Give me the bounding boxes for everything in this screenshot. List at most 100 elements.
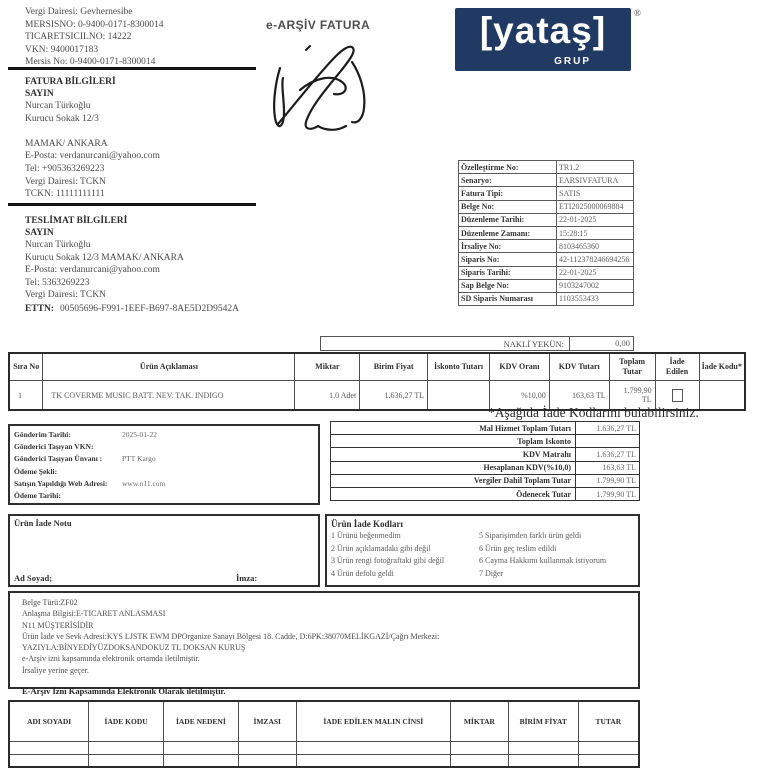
legal-line: Belge Türü:ZF02: [22, 598, 78, 607]
billing-line: MAMAK/ ANKARA: [25, 138, 108, 149]
totals-value: 1.799,90 TL: [575, 473, 640, 488]
return-table: ADI SOYADI İADE KODU İADE NEDENİ İMZASI …: [8, 700, 640, 768]
meta-value: 22-01-2025: [556, 212, 634, 227]
column-header: Miktar: [294, 352, 361, 381]
document-title: e-ARŞİV FATURA: [266, 18, 371, 32]
items-header-row: Sıra No Ürün Açıklaması Miktar Birim Fiy…: [8, 352, 746, 381]
meta-value: 15:28:15: [556, 225, 634, 241]
item-sira-no: 1: [8, 380, 44, 411]
meta-value: SATIS: [556, 186, 634, 201]
item-return-code: [698, 380, 746, 411]
return-note-title: Ürün İade Notu: [14, 518, 72, 528]
totals-label: Hesaplanan KDV(%10,0): [330, 460, 576, 475]
billing-line: Tel: +905363269223: [25, 163, 105, 174]
shipping-info-box: Gönderim Tarihi: 2025-01-22 Gönderici Taş…: [8, 424, 320, 505]
divider: [8, 203, 256, 206]
return-table-header-row: ADI SOYADI İADE KODU İADE NEDENİ İMZASI …: [8, 700, 640, 742]
registered-trademark-icon: ®: [634, 8, 641, 18]
meta-label: Sap Belge No:: [458, 278, 557, 293]
return-codes-box: Ürün İade Kodları 1 Ürünü beğenmedim 2 Ü…: [325, 514, 640, 587]
return-codes-title: Ürün İade Kodları: [331, 519, 404, 529]
delivery-salutation: SAYIN: [25, 228, 54, 238]
column-header: TUTAR: [577, 700, 640, 742]
divider: [8, 67, 256, 70]
item-row: 1 TK COVERME MUSIC BATT. NEV. TAK. INDIG…: [8, 380, 746, 411]
meta-value: 9103247002: [556, 278, 634, 293]
item-discount: [427, 380, 490, 411]
column-header: İskonto Tutarı: [427, 352, 490, 381]
return-codes-hint: *Aşağıda İade Kodlarını bulabilirsiniz.: [488, 405, 699, 420]
signature-label: İmza:: [236, 573, 258, 583]
column-header: Toplam Tutar: [608, 352, 656, 381]
meta-label: Özelleştirme No:: [458, 159, 557, 175]
column-header: İADE NEDENİ: [162, 700, 239, 742]
ettn-row: ETTN: 00505696-F991-1EEF-B697-8AE5D2D9542…: [25, 303, 239, 316]
shipping-row: Ödeme Tarihi:: [14, 490, 314, 502]
meta-value: 8103465360: [556, 239, 634, 254]
item-unit-price: 1.636,27 TL: [359, 380, 429, 411]
item-total: 1.799,90 TL: [608, 380, 656, 411]
totals-label: Toplam Iskonto: [330, 434, 576, 449]
return-code-item: 6 Ürün geç teslim edildi: [479, 543, 557, 553]
ettn-value: 00505696-F991-1EEF-B697-8AE5D2D9542A: [60, 303, 239, 314]
meta-value: TR1.2: [556, 159, 634, 175]
billing-title: FATURA BİLGİLERİ: [25, 77, 116, 87]
totals-value: 163,63 TL: [575, 460, 640, 475]
billing-section: FATURA BİLGİLERİ SAYIN Nurcan Türkoğlu K…: [25, 76, 160, 201]
table-row: Belge No: ETI2025000069884: [458, 199, 634, 214]
billing-line: Kurucu Sokak 12/3: [25, 113, 99, 124]
meta-value: ETI2025000069884: [556, 199, 634, 214]
column-header: MİKTAR: [449, 700, 509, 742]
table-row: Siparis No: 42-112378246694256: [458, 252, 634, 267]
return-codes-right-column: 5 Siparişimden farklı ürün geldi 6 Ürün …: [479, 530, 606, 580]
yatas-logo-grup: GRUP: [554, 56, 591, 67]
table-row: SD Siparis Numarası 1103553433: [458, 291, 634, 307]
delivery-section: TESLİMAT BİLGİLERİ SAYIN Nurcan Türkoğlu…: [25, 215, 239, 316]
seller-line: Mersis No: 0-9400-0171-8300014: [25, 57, 156, 68]
return-code-item: 7 Diğer: [479, 568, 504, 578]
column-header: İade Kodu*: [698, 352, 746, 381]
table-row: Düzenleme Tarihi: 22-01-2025: [458, 212, 634, 227]
shipping-value: PTT Kargo: [122, 454, 156, 464]
return-code-item: 4 Ürün defolu geldi: [331, 568, 394, 578]
empty-row: [8, 740, 640, 755]
return-code-item: 5 Siparişimden farklı ürün geldi: [479, 531, 582, 540]
meta-label: Siparis No:: [458, 252, 557, 267]
meta-label: Siparis Tarihi:: [458, 265, 557, 280]
table-row: Düzenleme Zamanı: 15:28:15: [458, 225, 634, 241]
delivery-title: TESLİMAT BİLGİLERİ: [25, 216, 128, 226]
meta-label: Fatura Tipi:: [458, 186, 557, 201]
totals-label: KDV Matrahı: [330, 447, 576, 462]
meta-value: 42-112378246694256: [556, 252, 634, 267]
items-table: Sıra No Ürün Açıklaması Miktar Birim Fiy…: [8, 352, 746, 411]
legal-bold-line: E-Arşiv İzni Kapsamında Elektronik Olara…: [22, 686, 226, 697]
return-code-item: 1 Ürünü beğenmedim: [331, 531, 401, 540]
shipping-row: Ödeme Şekli:: [14, 466, 314, 478]
shipping-value: www.n11.com: [122, 478, 166, 488]
totals-label: Vergiler Dahil Toplam Tutar: [330, 473, 576, 488]
delivery-line: E-Posta: verdanurcani@yahoo.com: [25, 265, 160, 276]
column-header: İMZASI: [237, 700, 297, 742]
meta-label: Senaryo:: [458, 173, 557, 188]
column-header: Ürün Açıklaması: [42, 352, 296, 381]
name-label: Ad Soyad;: [14, 573, 53, 583]
return-codes-left-column: 1 Ürünü beğenmedim 2 Ürün açıklamadaki g…: [331, 530, 479, 580]
totals-row: Mal Hizmet Toplam Tutarı 1.636,27 TL: [330, 420, 640, 436]
invoice-meta-table: Özelleştirme No: TR1.2 Senaryo: EARSIVFATU…: [458, 159, 634, 307]
meta-value: 22-01-2025: [556, 265, 634, 280]
ettn-label: ETTN:: [25, 303, 55, 314]
shipping-row: Satışın Yapıldığı Web Adresi: www.n11.com: [14, 478, 314, 490]
item-quantity: 1.0 Adet: [294, 380, 361, 411]
return-note-box: Ürün İade Notu Ad Soyad; İmza:: [8, 514, 320, 587]
column-header: KDV Oranı: [488, 352, 550, 381]
totals-value: 1.636,27 TL: [575, 420, 640, 436]
column-header: Birim Fiyat: [359, 352, 429, 381]
shipping-row: Gönderim Tarihi: 2025-01-22: [14, 429, 314, 441]
shipping-label: Gönderici Taşıyan VKN:: [14, 442, 94, 452]
column-header: KDV Tutarı: [548, 352, 610, 381]
legal-info-box: Belge Türü:ZF02 Anlaşma Bilgisi:E-TICARE…: [8, 591, 640, 696]
legal-line: YAZIYLA:BİNYEDİYÜZDOKSANDOKUZ TL DOKSAN …: [22, 643, 246, 653]
meta-label: Belge No:: [458, 199, 557, 214]
column-header: Sıra No: [8, 352, 44, 381]
